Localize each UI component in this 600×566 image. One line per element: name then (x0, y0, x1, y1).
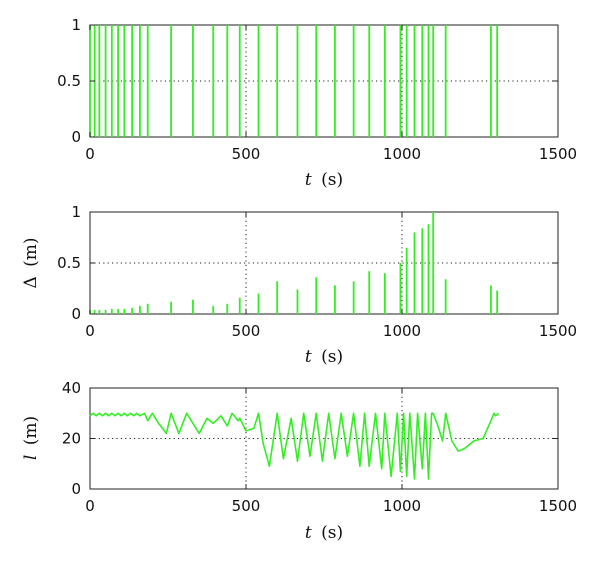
y-tick-label: 20 (62, 430, 81, 448)
x-axis-label: t (s) (305, 523, 343, 543)
series-line (89, 412, 500, 480)
x-tick-label: 500 (232, 322, 261, 340)
x-tick-label: 1500 (539, 145, 577, 163)
series (89, 25, 499, 137)
ticks: 0 500 1000 1500 0 20 40 (62, 379, 577, 515)
y-tick-label: 1 (71, 203, 81, 221)
x-tick-label: 500 (232, 497, 261, 515)
x-tick-label: 1000 (383, 145, 421, 163)
grid (90, 25, 558, 137)
x-tick-label: 1500 (539, 497, 577, 515)
y-tick-label: 40 (62, 379, 81, 397)
y-tick-label: 0 (71, 305, 81, 323)
y-tick-label: 0.5 (57, 72, 81, 90)
y-tick-label: 1 (71, 16, 81, 34)
x-tick-label: 1000 (383, 497, 421, 515)
chart-panel-3: 0 500 1000 1500 0 20 40 t (s) l (m) (21, 379, 577, 543)
x-tick-label: 0 (85, 497, 95, 515)
series (89, 412, 500, 480)
chart-panel-1: 0 500 1000 1500 0 0.5 1 t (s) (57, 16, 577, 190)
y-tick-label: 0.5 (57, 254, 81, 272)
x-tick-label: 1500 (539, 322, 577, 340)
ticks: 0 500 1000 1500 0 0.5 1 (57, 16, 577, 163)
x-axis-label: t (s) (305, 170, 343, 190)
x-tick-label: 0 (85, 145, 95, 163)
y-axis-label: l (m) (21, 416, 41, 460)
series (89, 212, 499, 314)
grid (90, 388, 558, 489)
grid (90, 212, 558, 314)
x-tick-label: 0 (85, 322, 95, 340)
y-axis-label: Δ (m) (21, 237, 41, 288)
y-tick-label: 0 (71, 128, 81, 146)
x-tick-label: 500 (232, 145, 261, 163)
ticks: 0 500 1000 1500 0 0.5 1 (57, 203, 577, 340)
chart-panel-2: 0 500 1000 1500 0 0.5 1 t (s) Δ (m) (21, 203, 577, 367)
x-axis-label: t (s) (305, 347, 343, 367)
x-tick-label: 1000 (383, 322, 421, 340)
y-tick-label: 0 (71, 480, 81, 498)
